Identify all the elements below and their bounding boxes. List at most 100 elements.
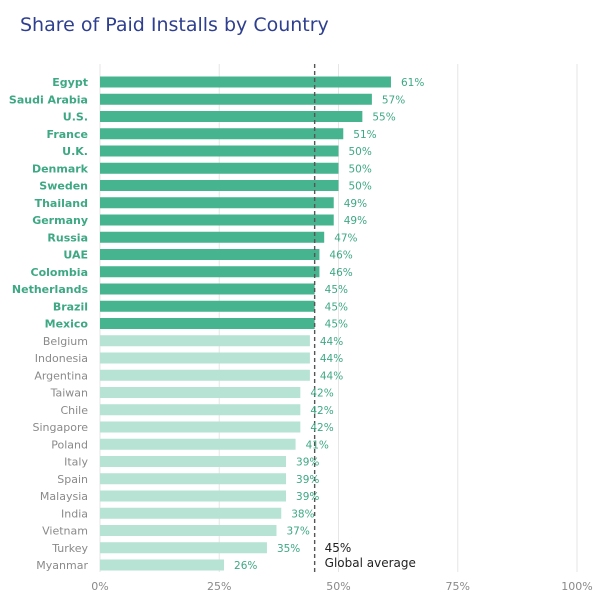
x-tick-label: 50% [326,580,350,593]
bar [100,438,296,450]
bar [100,300,315,312]
value-label: 39% [296,457,319,469]
category-label: Colombia [31,266,89,279]
category-label: Thailand [35,197,88,210]
value-label: 55% [372,112,395,124]
category-label: U.K. [62,145,88,158]
bar [100,76,391,88]
value-label: 51% [353,129,376,141]
bar [100,162,339,174]
category-label: Singapore [33,421,89,434]
bar [100,369,310,381]
bar [100,231,325,243]
value-label: 44% [320,353,343,365]
value-label: 57% [382,94,405,106]
category-label: Germany [32,214,88,227]
value-label: 42% [310,388,333,400]
bar [100,542,267,554]
value-label: 45% [325,284,348,296]
category-label: Vietnam [42,525,88,538]
x-tick-label: 100% [561,580,592,593]
value-label: 45% [325,301,348,313]
bar [100,559,225,571]
bar [100,266,320,278]
value-label: 46% [329,267,352,279]
category-label: Egypt [52,76,88,89]
x-tick-label: 75% [446,580,470,593]
bar [100,525,277,536]
category-label: U.S. [63,111,88,124]
bar [100,387,301,398]
bar [100,507,282,519]
x-tick-label: 25% [207,580,231,593]
bar [100,197,334,209]
category-label: India [61,507,88,520]
bar [100,283,315,295]
category-label: Indonesia [35,352,88,365]
bar [100,404,301,416]
bar [100,249,320,260]
chart-title: Share of Paid Installs by Country [20,14,329,36]
category-label: Poland [51,438,88,451]
category-label: UAE [63,249,88,262]
value-label: 44% [320,336,343,348]
value-label: 50% [349,146,372,158]
bar [100,111,363,122]
category-label: Brazil [53,300,88,313]
value-label: 41% [306,439,329,451]
bar [100,145,339,157]
bar [100,180,339,191]
value-label: 50% [349,181,372,193]
bar [100,93,372,105]
value-label: 50% [349,163,372,175]
bar [100,421,301,433]
labels-layer: Egypt 61% Saudi Arabia 57% U.S. 55% France 51% U… [9,76,424,572]
bar [100,456,287,467]
category-label: Myanmar [36,559,88,572]
bars-layer [100,76,391,571]
x-axis-ticks: 0% 25% 50% 75% 100% [91,580,592,593]
category-label: Chile [60,404,88,417]
value-label: 26% [234,560,257,572]
category-label: Spain [57,473,88,486]
category-label: France [47,128,88,141]
category-label: Taiwan [50,387,88,400]
value-label: 42% [310,422,333,434]
bar [100,490,287,502]
bar [100,335,310,347]
category-label: Saudi Arabia [9,93,88,106]
value-label: 42% [310,405,333,417]
category-label: Malaysia [40,490,88,503]
value-label: 38% [291,508,314,520]
value-label: 45% [325,319,348,331]
value-label: 39% [296,474,319,486]
bar [100,214,334,226]
category-label: Italy [64,456,88,469]
reference-layer: 45%Global average [313,64,416,572]
value-label: 39% [296,491,319,503]
value-label: 44% [320,370,343,382]
category-label: Mexico [45,318,89,331]
value-label: 37% [286,526,309,538]
global-average-value: 45% [325,541,352,555]
value-label: 35% [277,543,300,555]
bar [100,318,315,329]
category-label: Sweden [39,180,88,193]
bar [100,473,287,485]
category-label: Argentina [34,369,88,382]
value-label: 47% [334,232,357,244]
value-label: 46% [329,250,352,262]
bar [100,352,310,364]
category-label: Turkey [51,542,88,555]
category-label: Netherlands [12,283,89,296]
x-tick-label: 0% [91,580,108,593]
global-average-label: Global average [325,556,416,570]
category-label: Denmark [32,162,89,175]
value-label: 61% [401,77,424,89]
category-label: Russia [47,231,88,244]
value-label: 49% [344,215,367,227]
bar [100,128,344,140]
category-label: Belgium [43,335,88,348]
